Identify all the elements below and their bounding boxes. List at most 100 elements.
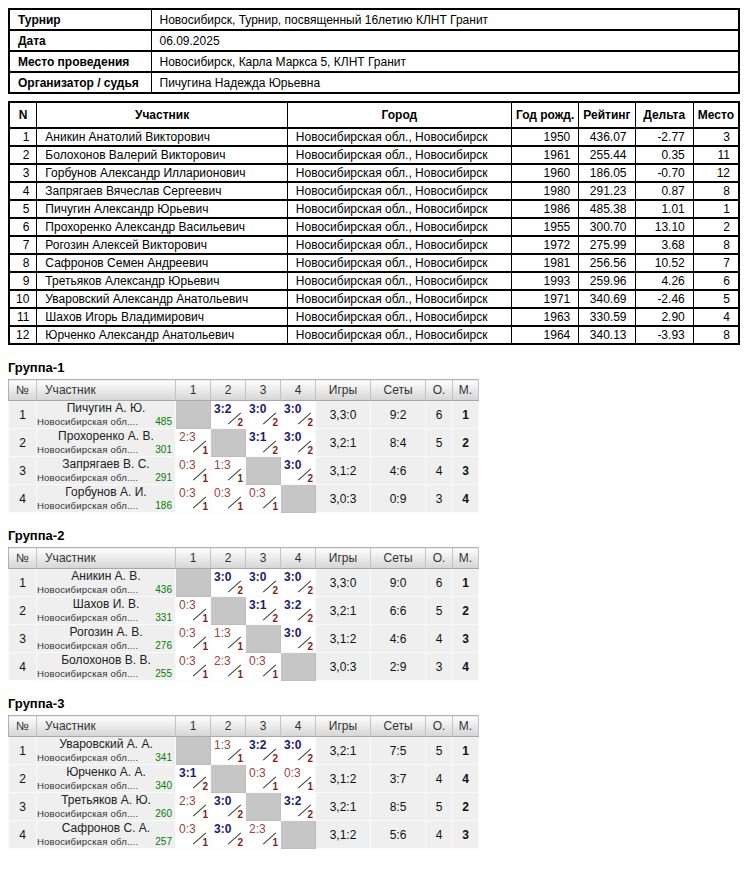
games-cell: 3,2:1 <box>316 597 371 625</box>
group-1-section: Группа-1№Участник1234ИгрыСетыО.М.1Пичуги… <box>8 360 740 513</box>
place-cell: 3 <box>453 821 479 849</box>
info-row: Дата06.09.2025 <box>9 30 739 51</box>
group-participant-name: Уваровский А. А. <box>37 738 175 751</box>
participant-row: 7Рогозин Алексей ВикторовичНовосибирская… <box>9 236 739 254</box>
score-value: 0:3 <box>284 766 301 780</box>
score-value: 2:3 <box>179 794 196 808</box>
delta-cell: -2.46 <box>635 290 693 308</box>
place-cell: 6 <box>693 272 739 290</box>
group-header-row: №Участник1234ИгрыСетыО.М. <box>9 716 479 737</box>
score-cell: 0:31 <box>176 821 211 849</box>
score-cell: 3:02 <box>211 793 246 821</box>
group-title: Группа-2 <box>8 528 740 543</box>
group-participant-cell: Болохонов В. В.Новосибирская обл....255 <box>37 653 176 681</box>
group-title: Группа-1 <box>8 360 740 375</box>
score-cell: 3:02 <box>211 569 246 597</box>
group-column-header: 3 <box>246 548 281 569</box>
rating-cell: 275.99 <box>579 236 635 254</box>
score-cell: 0:31 <box>246 653 281 681</box>
group-column-header: 1 <box>176 716 211 737</box>
group-participant-region: Новосибирская обл.... <box>37 668 138 679</box>
group-column-header: О. <box>426 380 453 401</box>
rating-cell: 436.07 <box>579 128 635 146</box>
group-sections: Группа-1№Участник1234ИгрыСетыО.М.1Пичуги… <box>8 360 740 849</box>
rating-cell: 340.13 <box>579 326 635 344</box>
group-player-row: 2Шахов И. В.Новосибирская обл....3310:31… <box>9 597 479 625</box>
points-cell: 3 <box>426 653 453 681</box>
group-table-head: №Участник1234ИгрыСетыО.М. <box>9 716 479 737</box>
column-header: Год рожд. <box>511 102 578 128</box>
row-number-cell: 11 <box>9 308 37 326</box>
city-cell: Новосибирская обл., Новосибирск <box>287 254 511 272</box>
score-value: 3:0 <box>284 626 301 640</box>
sets-cell: 0:9 <box>371 485 426 513</box>
sets-cell: 4:6 <box>371 457 426 485</box>
delta-cell: 10.52 <box>635 254 693 272</box>
participants-table-body: 1Аникин Анатолий ВикторовичНовосибирская… <box>9 128 739 344</box>
group-2-section: Группа-2 №Участник1234ИгрыСетыО.М. 1 Аникин… <box>8 528 740 681</box>
tournament-info-table: ТурнирНовосибирск, Турнир, посвященный 1… <box>8 8 740 94</box>
group-participant-rating: 186 <box>155 500 175 511</box>
place-cell: 4 <box>693 308 739 326</box>
score-value: 1:3 <box>214 458 231 472</box>
column-header: Дельта <box>635 102 693 128</box>
group-participant-subline: Новосибирская обл....485 <box>37 416 175 427</box>
score-cell: 3:22 <box>281 793 316 821</box>
sets-cell: 8:5 <box>371 793 426 821</box>
score-cell: 2:31 <box>246 821 281 849</box>
group-column-header: Участник <box>37 380 176 401</box>
info-label: Турнир <box>9 9 151 30</box>
points-cell: 4 <box>426 457 453 485</box>
participant-row: 6Прохоренко Александр ВасильевичНовосиби… <box>9 218 739 236</box>
place-cell: 7 <box>693 254 739 272</box>
group-participant-name: Запрягаев В. С. <box>37 458 175 471</box>
group-participant-cell: Юрченко А. А.Новосибирская обл....340 <box>37 765 176 793</box>
group-column-header: М. <box>453 380 479 401</box>
participant-name-cell: Аникин Анатолий Викторович <box>37 128 287 146</box>
group-participant-rating: 340 <box>155 780 175 791</box>
score-points: 2 <box>272 585 278 596</box>
delta-cell: -0.70 <box>635 164 693 182</box>
row-number-cell: 7 <box>9 236 37 254</box>
participant-row: 4Запрягаев Вячеслав СергеевичНовосибирск… <box>9 182 739 200</box>
group-column-header: М. <box>453 716 479 737</box>
group-participant-cell: Запрягаев В. С.Новосибирская обл....291 <box>37 457 176 485</box>
birth-year-cell: 1981 <box>511 254 578 272</box>
group-row-number-cell: 3 <box>9 793 37 821</box>
city-cell: Новосибирская обл., Новосибирск <box>287 326 511 344</box>
column-header: Место <box>693 102 739 128</box>
group-participant-name: Горбунов А. И. <box>37 486 175 499</box>
column-header: Участник <box>37 102 287 128</box>
place-cell: 2 <box>453 429 479 457</box>
row-number-cell: 4 <box>9 182 37 200</box>
group-participant-region: Новосибирская обл.... <box>37 416 138 427</box>
self-cell <box>211 597 246 625</box>
score-cell: 0:31 <box>246 765 281 793</box>
score-value: 3:0 <box>284 738 301 752</box>
group-participant-subline: Новосибирская обл....331 <box>37 612 175 623</box>
group-row-number-cell: 3 <box>9 457 37 485</box>
sets-cell: 8:4 <box>371 429 426 457</box>
group-row-number-cell: 1 <box>9 401 37 429</box>
score-points: 2 <box>307 445 313 456</box>
self-cell <box>176 401 211 429</box>
sets-cell: 4:6 <box>371 625 426 653</box>
score-points: 1 <box>272 669 278 680</box>
participant-name-cell: Третьяков Александр Юрьевич <box>37 272 287 290</box>
info-value: Пичугина Надежда Юрьевна <box>151 72 739 93</box>
group-header-row: №Участник1234ИгрыСетыО.М. <box>9 548 479 569</box>
score-points: 2 <box>272 445 278 456</box>
score-points: 1 <box>237 501 243 512</box>
group-participant-cell: Аникин А. В.Новосибирская обл....436 <box>37 569 176 597</box>
participant-name-cell: Рогозин Алексей Викторович <box>37 236 287 254</box>
group-participant-name: Рогозин А. В. <box>37 626 175 639</box>
group-column-header: Участник <box>37 716 176 737</box>
participants-table: NУчастникГородГод рожд.РейтингДельтаМест… <box>8 101 740 345</box>
place-cell: 1 <box>453 401 479 429</box>
score-value: 0:3 <box>214 486 231 500</box>
group-table-body: 1Пичугин А. Ю.Новосибирская обл....4853:… <box>9 401 479 513</box>
rating-cell: 291.23 <box>579 182 635 200</box>
group-participant-subline: Новосибирская обл....301 <box>37 444 175 455</box>
self-cell <box>246 793 281 821</box>
info-value: Новосибирск, Карла Маркса 5, КЛНТ Гранит <box>151 51 739 72</box>
